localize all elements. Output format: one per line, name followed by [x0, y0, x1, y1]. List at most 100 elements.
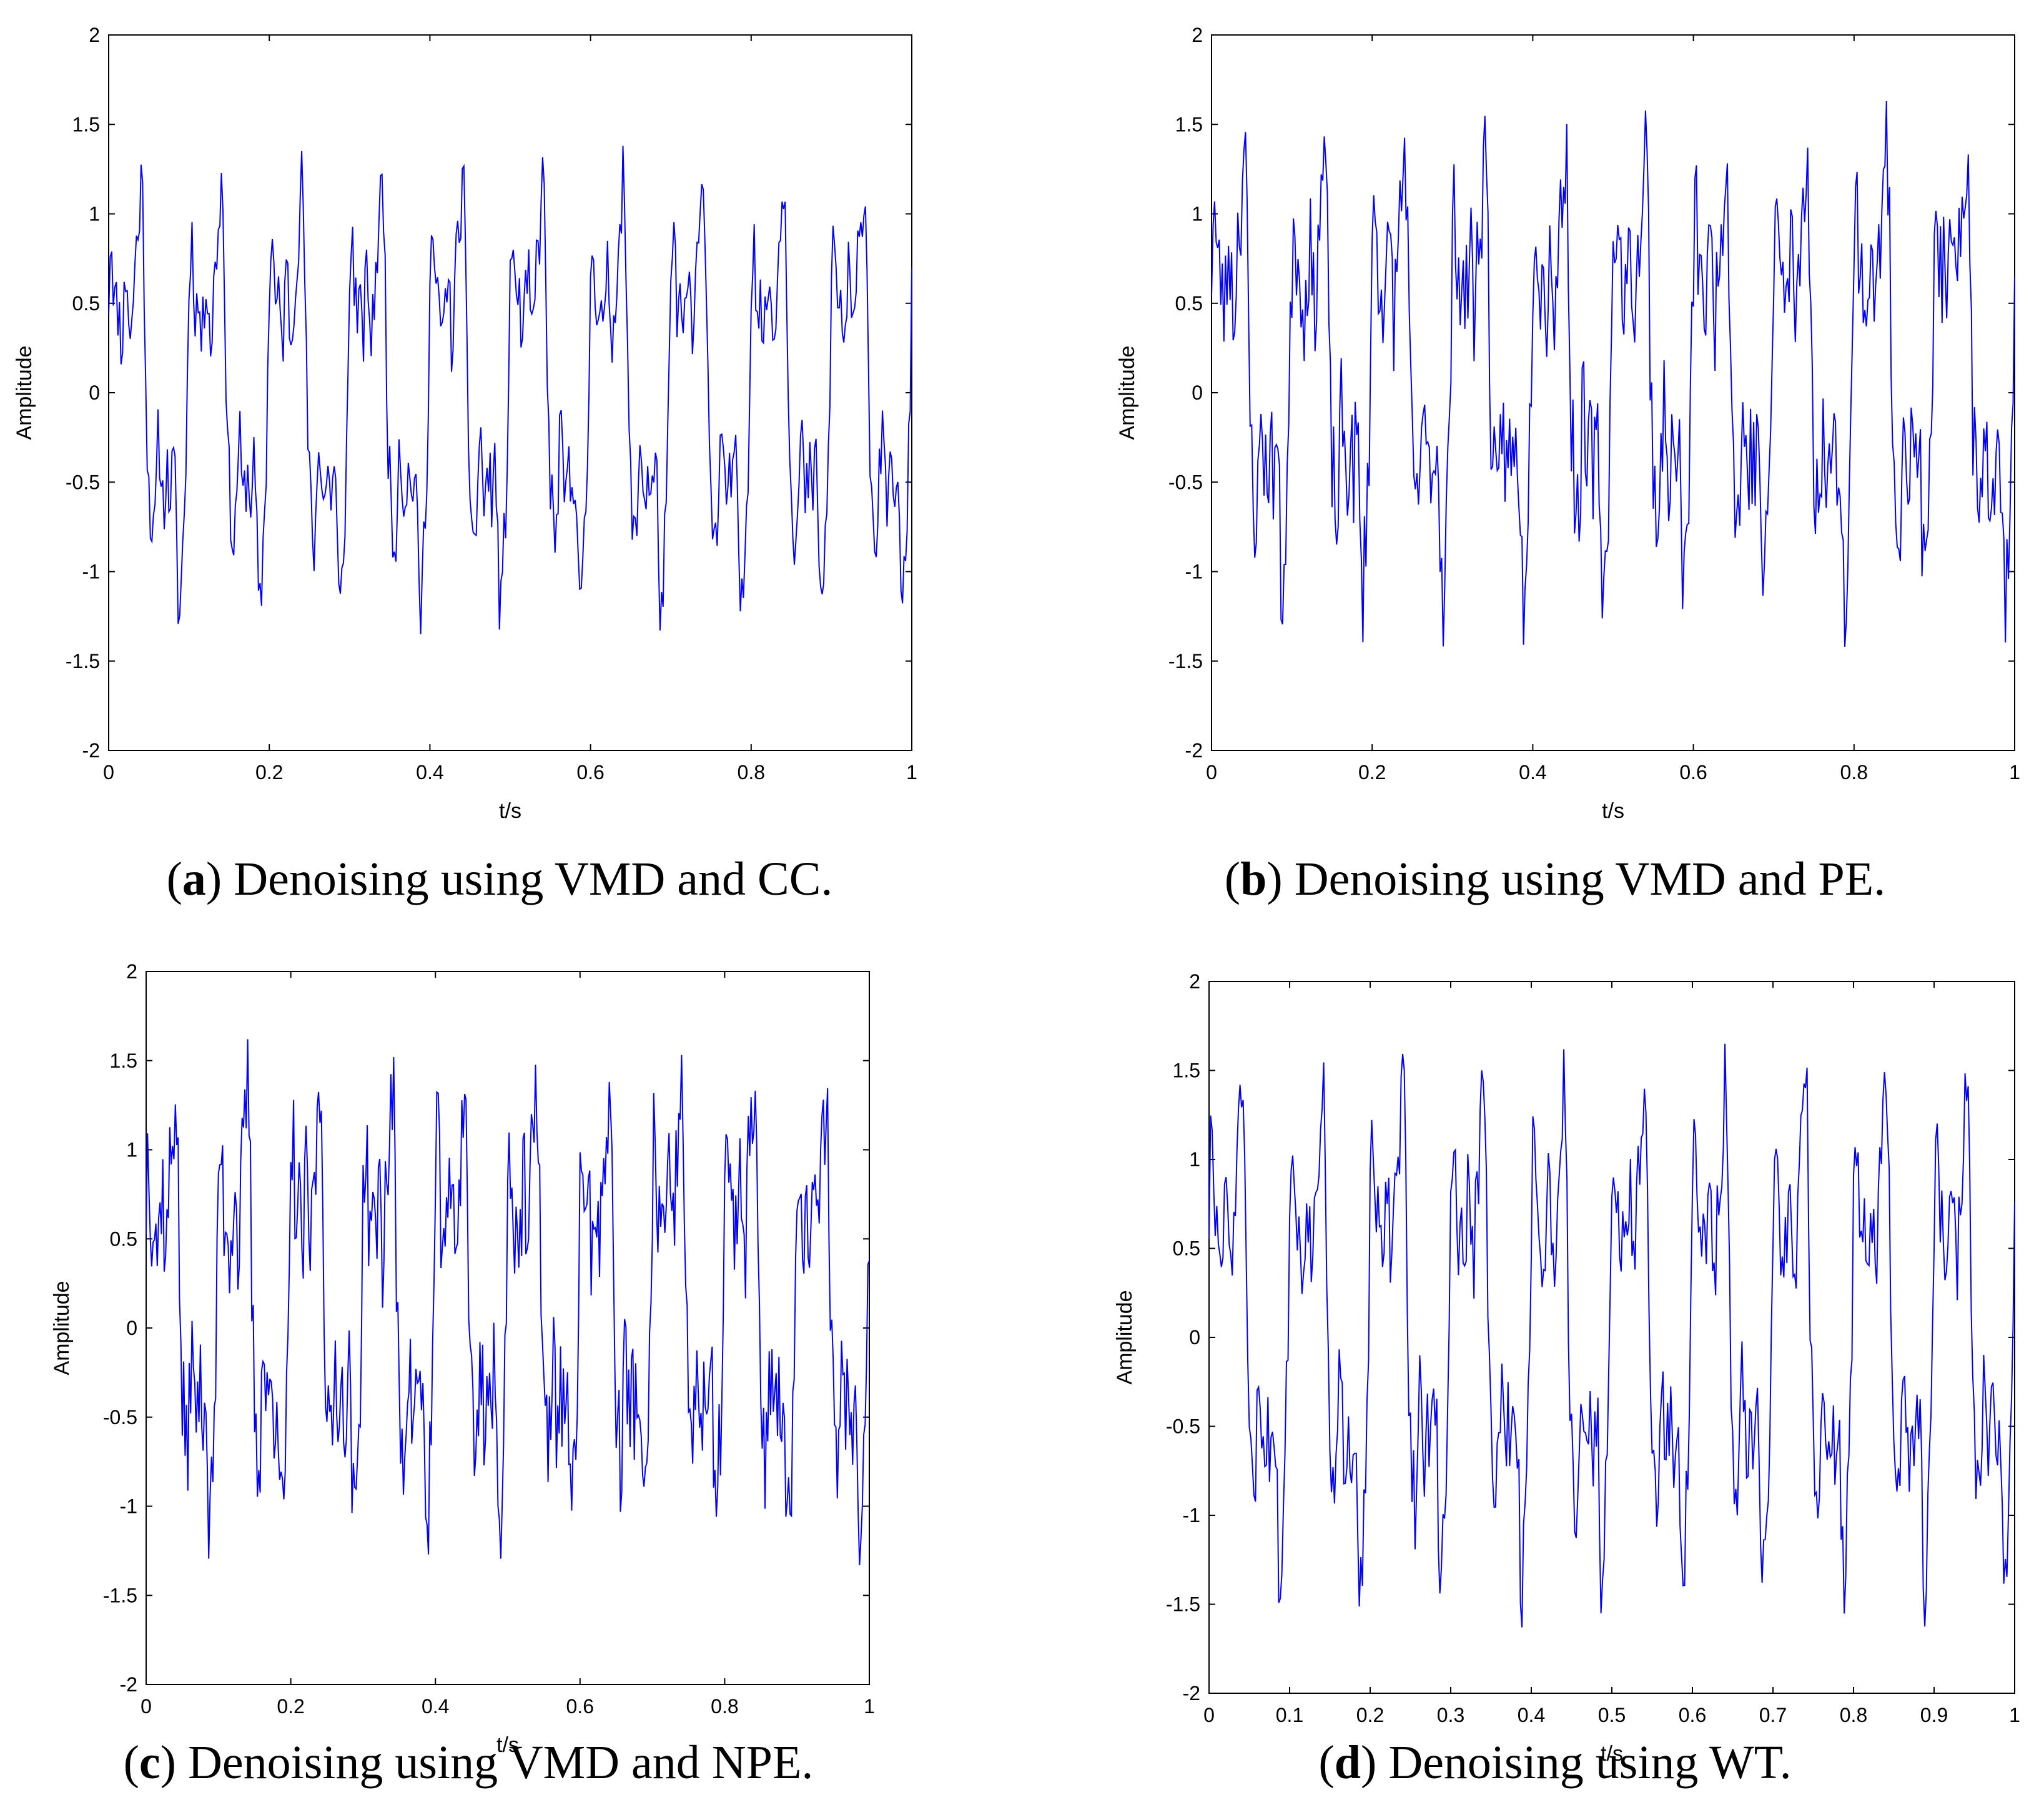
- x-tick-label: 0.8: [1840, 761, 1868, 784]
- caption-letter: a: [182, 853, 206, 905]
- y-tick-label: -2: [120, 1673, 137, 1696]
- y-tick-label: 1.5: [110, 1050, 137, 1072]
- y-axis-label: Amplitude: [50, 1281, 74, 1375]
- x-tick-label: 0: [1203, 1704, 1215, 1726]
- x-tick-label: 0.4: [1519, 761, 1546, 784]
- y-tick-label: 0.5: [72, 292, 100, 315]
- x-axis-label: t/s: [496, 1733, 519, 1757]
- y-tick-label: -1: [1185, 561, 1203, 583]
- y-tick-label: -1: [1183, 1504, 1200, 1527]
- caption-a: (a) Denoising using VMD and CC.: [166, 853, 833, 905]
- signal-line: [1208, 1043, 2015, 1628]
- x-axis-label: t/s: [1601, 1742, 1623, 1766]
- y-tick-label: 0: [89, 381, 100, 404]
- y-tick-label: 1: [89, 203, 100, 225]
- chart-panel-d: -2 -1.5 -1 -0.5 0 0.5 1 1.5 2 0 0.1 0.2 0.3 0.4 0.5 0.6…: [1024, 924, 2044, 1766]
- y-tick-label: -1: [82, 561, 100, 583]
- x-tick-label: 0: [103, 761, 114, 784]
- x-tick-label: 0.2: [1358, 761, 1386, 784]
- y-tick-label: 1.5: [1173, 1060, 1200, 1082]
- y-tick-label: 0.5: [110, 1227, 137, 1250]
- signal-line: [146, 1039, 870, 1565]
- x-tick-label: 0.4: [1518, 1704, 1545, 1726]
- x-axis-label: t/s: [1602, 799, 1624, 823]
- caption-d: (d) Denoising using WT.: [1318, 1736, 1792, 1789]
- x-tick-label: 0.8: [1840, 1704, 1867, 1726]
- y-tick-label: 1.5: [72, 113, 100, 135]
- y-tick-label: 1: [1189, 1148, 1200, 1171]
- y-tick-label: 0.5: [1173, 1237, 1200, 1260]
- y-tick-label: -0.5: [103, 1406, 137, 1429]
- x-tick-label: 1: [2009, 761, 2020, 784]
- x-tick-label: 0.6: [1679, 761, 1707, 784]
- x-tick-label: 1: [906, 761, 917, 784]
- x-tick-label: 0.2: [277, 1695, 304, 1718]
- caption-text: Denoising using WT.: [1388, 1736, 1792, 1789]
- y-tick-label: -1.5: [1168, 650, 1203, 672]
- y-tick-label: 0: [1189, 1326, 1200, 1349]
- y-tick-label: -1: [120, 1495, 137, 1518]
- plot-area: [108, 34, 912, 751]
- y-axis-label: Amplitude: [1115, 345, 1139, 440]
- chart-a: -2 -1.5 -1 -0.5 0 0.5 1 1.5 2 0 0.2 0.4 0.6 0.8 1 t/s Am…: [12, 24, 917, 823]
- y-axis-label: Amplitude: [12, 345, 36, 440]
- x-tick-label: 0.9: [1920, 1704, 1948, 1726]
- chart-d: -2 -1.5 -1 -0.5 0 0.5 1 1.5 2 0 0.1 0.2 0.3 0.4 0.5 0.6…: [1113, 970, 2020, 1766]
- x-tick-label: 1: [864, 1695, 875, 1718]
- y-tick-label: 0.5: [1175, 292, 1203, 315]
- y-tick-label: 2: [1189, 970, 1200, 993]
- y-tick-label: -0.5: [66, 471, 100, 493]
- x-tick-label: 0: [141, 1695, 152, 1718]
- y-tick-label: -0.5: [1166, 1415, 1200, 1438]
- y-tick-label: -2: [82, 739, 100, 762]
- plot-area: [1208, 981, 2015, 1694]
- x-tick-label: 0.6: [576, 761, 604, 784]
- x-tick-label: 0.2: [1356, 1704, 1384, 1726]
- y-tick-label: 1.5: [1175, 113, 1203, 135]
- y-tick-label: -1.5: [1166, 1593, 1200, 1616]
- x-tick-label: 1: [2009, 1704, 2020, 1726]
- caption-text: Denoising using VMD and PE.: [1294, 853, 1886, 905]
- y-tick-label: 0: [126, 1317, 137, 1339]
- x-tick-label: 0.8: [711, 1695, 738, 1718]
- chart-panel-b: -2 -1.5 -1 -0.5 0 0.5 1 1.5 2 0 0.2 0.4 0.6 0.8 1 t/s Am…: [1024, 0, 2044, 874]
- y-tick-label: 1: [1192, 203, 1203, 225]
- caption-text: Denoising using VMD and CC.: [234, 853, 833, 905]
- y-axis-label: Amplitude: [1113, 1290, 1137, 1384]
- x-axis-label: t/s: [499, 799, 521, 823]
- signal-line: [108, 145, 912, 634]
- plot-area: [1211, 34, 2015, 751]
- x-tick-label: 0.7: [1759, 1704, 1787, 1726]
- x-tick-label: 0.6: [1679, 1704, 1706, 1726]
- x-tick-label: 0.3: [1437, 1704, 1464, 1726]
- x-tick-label: 0.2: [255, 761, 283, 784]
- y-tick-label: 2: [1192, 24, 1203, 46]
- y-tick-label: 1: [126, 1139, 137, 1161]
- caption-letter: b: [1240, 853, 1267, 905]
- x-tick-label: 0: [1206, 761, 1217, 784]
- x-tick-label: 0.8: [738, 761, 765, 784]
- y-tick-label: -2: [1183, 1682, 1200, 1704]
- chart-b: -2 -1.5 -1 -0.5 0 0.5 1 1.5 2 0 0.2 0.4 0.6 0.8 1 t/s Am…: [1115, 24, 2020, 823]
- y-tick-label: -1.5: [103, 1584, 137, 1606]
- x-tick-label: 0.4: [422, 1695, 449, 1718]
- x-tick-label: 0.4: [416, 761, 443, 784]
- caption-letter: d: [1334, 1736, 1361, 1789]
- caption-text: Denoising using VMD and NPE.: [187, 1736, 814, 1789]
- signal-line: [1211, 101, 2015, 647]
- plot-area: [146, 971, 870, 1685]
- y-tick-label: 2: [126, 960, 137, 983]
- y-tick-label: 0: [1192, 381, 1203, 404]
- caption-c: (c) Denoising using VMD and NPE.: [123, 1736, 814, 1789]
- chart-panel-a: -2 -1.5 -1 -0.5 0 0.5 1 1.5 2 0 0.2 0.4 0.6 0.8 1 t/s Am…: [0, 0, 999, 874]
- x-tick-label: 0.1: [1276, 1704, 1303, 1726]
- chart-c: -2 -1.5 -1 -0.5 0 0.5 1 1.5 2 0 0.2 0.4 0.6 0.8 1 t/s Am…: [50, 960, 875, 1757]
- y-tick-label: 2: [89, 24, 100, 46]
- caption-b: (b) Denoising using VMD and PE.: [1224, 853, 1886, 905]
- x-tick-label: 0.5: [1598, 1704, 1626, 1726]
- x-tick-label: 0.6: [566, 1695, 594, 1718]
- y-tick-label: -0.5: [1168, 471, 1203, 493]
- y-tick-label: -1.5: [66, 650, 100, 672]
- chart-panel-c: -2 -1.5 -1 -0.5 0 0.5 1 1.5 2 0 0.2 0.4 0.6 0.8 1 t/s Am…: [0, 924, 999, 1757]
- y-tick-label: -2: [1185, 739, 1203, 762]
